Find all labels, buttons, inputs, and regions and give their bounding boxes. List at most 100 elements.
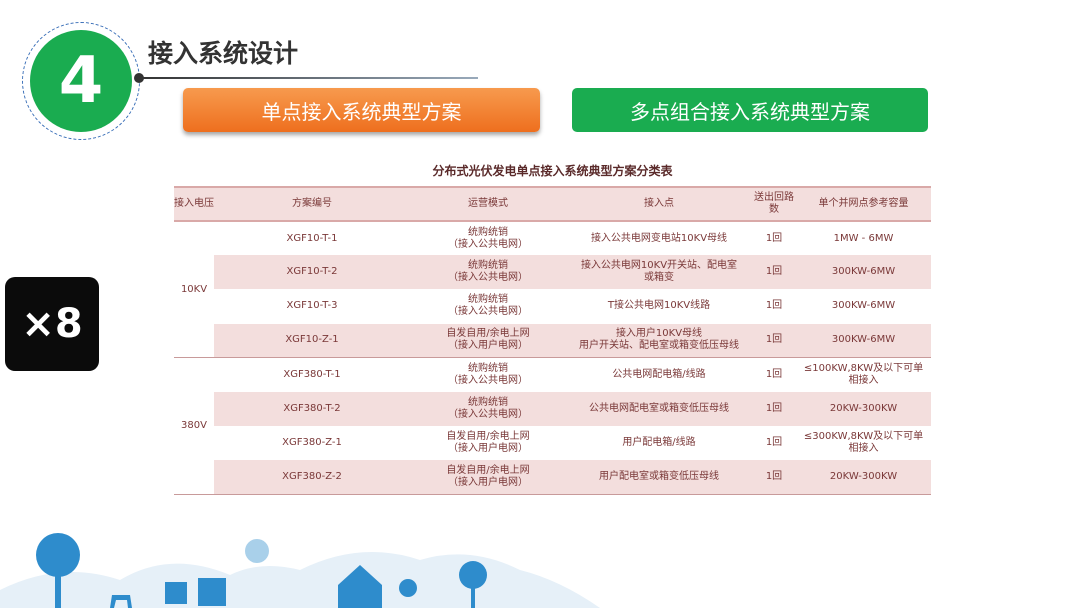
table-row: XGF380-Z-2 自发自用/余电上网 （接入用户电网） 用户配电室或箱变低压母线 1… <box>174 460 931 496</box>
cell-text: 接入公共电网10KV开关站、配电室 <box>580 260 738 272</box>
code-cell: XGF10-T-2 <box>214 255 410 290</box>
code-cell: XGF380-T-2 <box>214 391 410 427</box>
code-cell: XGF380-Z-1 <box>282 437 342 449</box>
title-line-dot <box>134 73 144 83</box>
table-row: XGF10-Z-1 自发自用/余电上网 （接入用户电网） 接入用户10KV母线 用户开关… <box>174 323 931 358</box>
capacity-cell: 1MW - 6MW <box>796 221 931 255</box>
cell-text: （接入用户电网） <box>448 477 528 489</box>
point-cell: 接入用户10KV母线 用户开关站、配电室或箱变低压母线 <box>566 323 752 358</box>
cell-text: 20KW-300KW <box>829 403 898 415</box>
capacity-cell: 20KW-300KW <box>796 391 931 427</box>
skyline-shape <box>0 552 600 608</box>
tree-icon <box>399 579 417 597</box>
cell-text: 1MW - 6MW <box>833 232 894 244</box>
section-number-badge: 4 <box>30 30 132 132</box>
cell-text: 统购统销 <box>468 363 508 375</box>
cell-text: 统购统销 <box>468 294 508 306</box>
capacity-cell: 300KW-6MW <box>796 289 931 323</box>
scheme-table: 接入电压 方案编号 运营模式 接入点 送出回路数 单个并网点参考容量 10KV XGF10-… <box>174 186 931 496</box>
cell-text: 自发自用/余电上网 <box>446 431 530 443</box>
circuits-cell: 1回 <box>752 255 796 290</box>
cell-text: 20KW-300KW <box>829 471 898 483</box>
cell-text: （接入用户电网） <box>448 443 528 455</box>
mode-cell: 统购统销 （接入公共电网） <box>410 391 566 427</box>
cell-text: （接入公共电网） <box>448 306 528 318</box>
circuits-cell: 1回 <box>752 460 796 496</box>
tree-trunk <box>55 565 61 608</box>
cell-text: （接入公共电网） <box>448 409 528 421</box>
point-cell: 公共电网配电箱/线路 <box>566 357 752 392</box>
code-cell: XGF380-T-1 <box>214 357 410 392</box>
cell-text: （接入公共电网） <box>448 238 528 250</box>
cell-text: 用户开关站、配电室或箱变低压母线 <box>579 340 739 352</box>
mode-cell: 统购统销 （接入公共电网） <box>410 357 566 392</box>
cell-text: ≤100KW,8KW及以下可单 <box>803 363 924 375</box>
point-cell: 用户配电箱/线路 <box>566 426 752 460</box>
capacity-cell: 300KW-6MW <box>796 323 931 358</box>
capacity-cell: 20KW-300KW <box>796 460 931 496</box>
point-cell: 公共电网配电室或箱变低压母线 <box>566 391 752 427</box>
cell-text: 接入公共电网变电站10KV母线 <box>590 232 728 244</box>
point-cell: T接公共电网10KV线路 <box>566 289 752 323</box>
point-cell: 接入公共电网变电站10KV母线 <box>566 221 752 255</box>
table-row: XGF10-T-2 统购统销 （接入公共电网） 接入公共电网10KV开关站、配电室 或箱… <box>174 255 931 290</box>
cell-text: ≤300KW,8KW及以下可单 <box>803 431 924 443</box>
capacity-cell: ≤300KW,8KW及以下可单 相接入 <box>796 426 931 460</box>
landscape-illustration <box>0 533 600 608</box>
tree-icon <box>459 561 487 589</box>
circuits-cell: 1回 <box>765 232 783 244</box>
cell-text: （接入用户电网） <box>448 340 528 352</box>
point-cell: 接入公共电网10KV开关站、配电室 或箱变 <box>566 255 752 290</box>
mode-cell: 统购统销 （接入公共电网） <box>410 289 566 323</box>
table-row: XGF380-Z-1 自发自用/余电上网 （接入用户电网） 用户配电箱/线路 1回 ≤30… <box>174 426 931 460</box>
capacity-cell: ≤100KW,8KW及以下可单 相接入 <box>796 357 931 392</box>
sun-icon <box>245 539 269 563</box>
table-row: 10KV XGF10-T-1 统购统销 （接入公共电网） 接入公共电网变电站10KV母线… <box>174 221 931 359</box>
column-header: 接入电压 <box>174 186 214 222</box>
column-header: 送出回路数 <box>752 186 796 222</box>
cell-text: 用户配电室或箱变低压母线 <box>599 471 719 483</box>
house-icon <box>338 565 382 608</box>
circuits-cell: 1回 <box>752 391 796 427</box>
code-cell: XGF380-Z-2 <box>214 460 410 496</box>
cell-text: 300KW-6MW <box>831 266 896 278</box>
circuits-cell: 1回 <box>765 437 783 449</box>
cell-text: 相接入 <box>848 443 879 455</box>
cell-text: 或箱变 <box>644 272 674 284</box>
solar-panel-icon <box>198 578 226 606</box>
table-title: 分布式光伏发电单点接入系统典型方案分类表 <box>432 164 673 178</box>
mode-cell: 自发自用/余电上网 （接入用户电网） <box>410 426 566 460</box>
column-header: 运营模式 <box>410 186 566 222</box>
cell-text: 接入用户10KV母线 <box>615 328 703 340</box>
single-point-scheme-button[interactable]: 单点接入系统典型方案 <box>183 88 540 132</box>
cell-text: 统购统销 <box>468 226 508 238</box>
cell-text: （接入公共电网） <box>448 272 528 284</box>
circuits-cell: 1回 <box>752 357 796 392</box>
cell-text: 用户配电箱/线路 <box>622 437 696 449</box>
cell-text: （接入公共电网） <box>448 375 528 387</box>
solar-panel-icon <box>165 582 187 604</box>
cell-text: 自发自用/余电上网 <box>446 328 530 340</box>
column-header: 单个并网点参考容量 <box>796 186 931 222</box>
cell-text: 公共电网配电箱/线路 <box>612 369 706 381</box>
capacity-cell: 300KW-6MW <box>796 255 931 290</box>
code-cell: XGF10-Z-1 <box>214 323 410 358</box>
cell-text: 统购统销 <box>468 260 508 272</box>
mode-cell: 自发自用/余电上网 （接入用户电网） <box>410 323 566 358</box>
title-underline <box>142 77 478 79</box>
circuits-cell: 1回 <box>752 323 796 358</box>
column-header: 接入点 <box>566 186 752 222</box>
cell-text: 300KW-6MW <box>831 334 896 346</box>
deer-icon <box>110 595 132 608</box>
cell-text: T接公共电网10KV线路 <box>607 300 711 312</box>
mode-cell: 统购统销 （接入公共电网） <box>410 255 566 290</box>
mode-cell: 自发自用/余电上网 （接入用户电网） <box>410 460 566 496</box>
multi-point-scheme-button[interactable]: 多点组合接入系统典型方案 <box>572 88 928 132</box>
cell-text: 自发自用/余电上网 <box>446 465 530 477</box>
voltage-cell: 380V <box>174 357 214 495</box>
table-row: 380V XGF380-T-1 统购统销 （接入公共电网） 公共电网配电箱/线路 1回 ≤1… <box>174 357 931 495</box>
page-title: 接入系统设计 <box>148 39 299 68</box>
voltage-cell: 10KV <box>174 221 214 359</box>
code-cell: XGF10-T-1 <box>286 232 338 244</box>
multiplier-badge: ×8 <box>5 277 99 371</box>
